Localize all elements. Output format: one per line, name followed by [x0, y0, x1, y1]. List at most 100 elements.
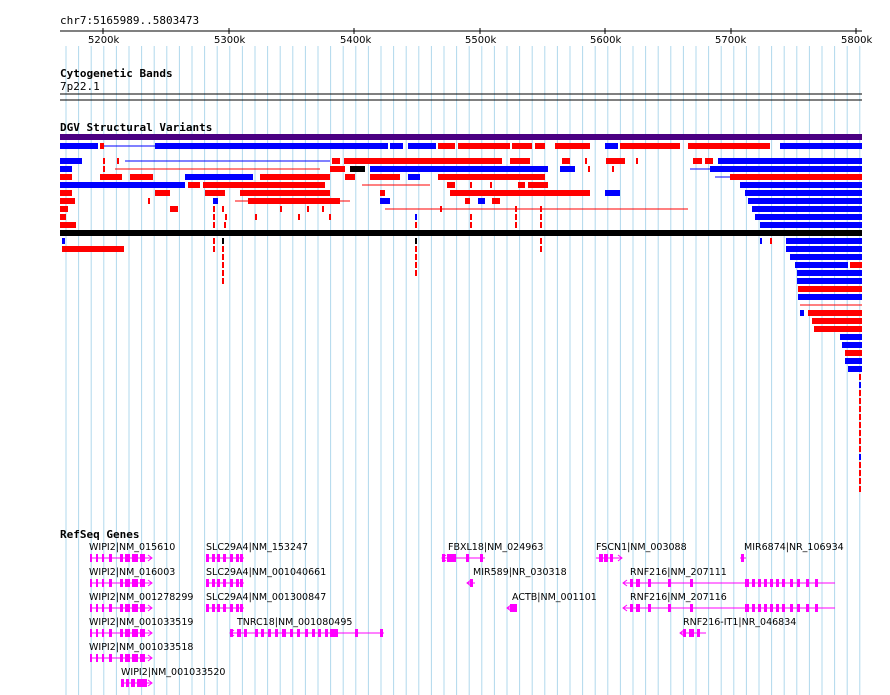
gene-exon — [797, 579, 800, 587]
sv-mark — [213, 238, 215, 244]
gene-exon — [815, 579, 818, 587]
ruler-tick-label: 5200k — [88, 35, 120, 46]
gene-strand-arrow — [441, 554, 447, 562]
gene-label[interactable]: MIR6874|NR_106934 — [744, 542, 844, 553]
sv-bar — [562, 158, 570, 164]
gene-label[interactable]: MIR589|NR_030318 — [473, 567, 567, 578]
gene-exon — [330, 629, 338, 637]
gene-exon — [782, 604, 785, 612]
gene-exon — [815, 604, 818, 612]
gene-exon — [790, 579, 793, 587]
sv-mark — [117, 158, 119, 164]
sv-mark — [540, 222, 542, 228]
gene-strand-arrow — [147, 579, 153, 587]
gene-exon — [125, 629, 130, 637]
sv-bar — [60, 190, 72, 196]
gene-exon — [230, 554, 233, 562]
gene-exon — [268, 629, 271, 637]
gene-exon — [109, 554, 112, 562]
gene-exon — [610, 554, 613, 562]
sv-mark — [859, 470, 861, 476]
sv-bar — [155, 190, 170, 196]
sv-bar — [188, 182, 200, 188]
sv-bar — [100, 143, 104, 149]
gene-exon — [764, 579, 767, 587]
sv-mark — [103, 166, 105, 172]
gene-label[interactable]: RNF216-IT1|NR_046834 — [683, 617, 797, 628]
gene-exon — [745, 604, 749, 612]
gene-exon — [217, 554, 220, 562]
sv-mark — [540, 206, 542, 212]
gene-exon — [126, 679, 129, 687]
gene-label[interactable]: SLC29A4|NM_153247 — [206, 542, 309, 553]
gene-exon — [261, 629, 264, 637]
gene-label[interactable]: RNF216|NM_207111 — [630, 567, 727, 578]
gene-exon — [96, 604, 98, 612]
gene-label[interactable]: WIPI2|NM_001033518 — [89, 642, 194, 653]
sv-mark — [415, 238, 417, 244]
gene-strand-arrow — [506, 604, 512, 612]
gene-exon — [125, 654, 130, 662]
gene-exon — [745, 579, 749, 587]
gene-exon — [223, 604, 226, 612]
gene-label[interactable]: TNRC18|NM_001080495 — [237, 617, 353, 628]
gene-exon — [102, 604, 104, 612]
sv-bar — [332, 158, 340, 164]
gene-exon — [648, 604, 651, 612]
sv-bar — [60, 198, 75, 204]
sv-mark — [415, 222, 417, 228]
sv-mark — [213, 246, 215, 252]
gene-exon — [132, 554, 138, 562]
gene-exon — [132, 579, 138, 587]
sv-bar — [814, 326, 862, 332]
sv-mark — [440, 206, 442, 212]
gene-exon — [102, 629, 104, 637]
gene-label[interactable]: FSCN1|NM_003088 — [596, 542, 687, 553]
sv-mark — [222, 278, 224, 284]
gene-label[interactable]: WIPI2|NM_001278299 — [89, 592, 194, 603]
sv-mark — [415, 270, 417, 276]
gene-exon — [109, 604, 112, 612]
gene-label[interactable]: ACTB|NM_001101 — [512, 592, 597, 603]
gene-label[interactable]: WIPI2|NM_001033519 — [89, 617, 194, 628]
gene-exon — [120, 579, 123, 587]
gene-exon — [599, 554, 603, 562]
gene-label[interactable]: FBXL18|NM_024963 — [448, 542, 544, 553]
gene-exon — [255, 629, 258, 637]
gene-label[interactable]: SLC29A4|NM_001300847 — [206, 592, 327, 603]
sv-bar — [710, 166, 862, 172]
gene-exon — [90, 604, 92, 612]
gene-strand-arrow — [147, 654, 153, 662]
gene-exon — [90, 554, 92, 562]
gene-label[interactable]: SLC29A4|NM_001040661 — [206, 567, 327, 578]
gene-exon — [212, 554, 215, 562]
gene-exon — [217, 579, 220, 587]
sv-bar — [518, 182, 525, 188]
location-label: chr7:5165989..5803473 — [60, 14, 200, 27]
sv-bar — [845, 358, 862, 364]
sv-bar — [797, 270, 862, 276]
sv-mark — [490, 182, 492, 188]
gene-strand-arrow — [229, 629, 235, 637]
sv-mark — [415, 262, 417, 268]
gene-exon — [380, 629, 383, 637]
gene-label[interactable]: WIPI2|NM_016003 — [89, 567, 176, 578]
gene-label[interactable]: WIPI2|NM_015610 — [89, 542, 176, 553]
gene-label[interactable]: WIPI2|NM_001033520 — [121, 667, 226, 678]
gene-exon — [90, 629, 92, 637]
sv-bar — [260, 174, 330, 180]
sv-mark — [585, 158, 587, 164]
ruler-tick-label: 5800k — [841, 35, 873, 46]
sv-bar — [693, 158, 702, 164]
sv-mark — [415, 254, 417, 260]
sv-bar — [797, 278, 862, 284]
sv-mark — [213, 222, 215, 228]
gene-exon — [318, 629, 321, 637]
sv-bar — [748, 198, 862, 204]
gene-exon — [758, 579, 761, 587]
gene-label[interactable]: RNF216|NM_207116 — [630, 592, 727, 603]
gene-exon — [109, 654, 112, 662]
sv-mark — [515, 214, 517, 220]
